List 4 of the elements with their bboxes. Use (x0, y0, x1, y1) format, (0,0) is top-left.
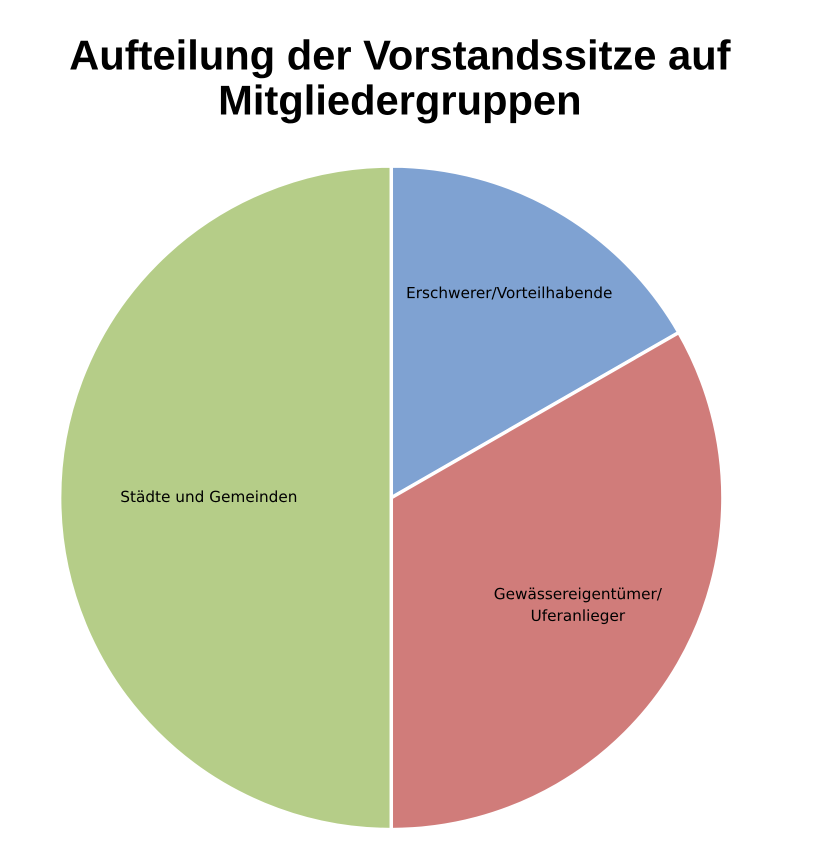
chart-title: Aufteilung der Vorstandssitze auf Mitgliedergruppen (70, 39, 731, 124)
slice-label: Erschwerer/Vorteilhabende (408, 286, 612, 300)
slice-label: Gewässereigentümer/ Uferanlieger (494, 588, 662, 624)
slice-label: Städte und Gemeinden (121, 490, 296, 502)
